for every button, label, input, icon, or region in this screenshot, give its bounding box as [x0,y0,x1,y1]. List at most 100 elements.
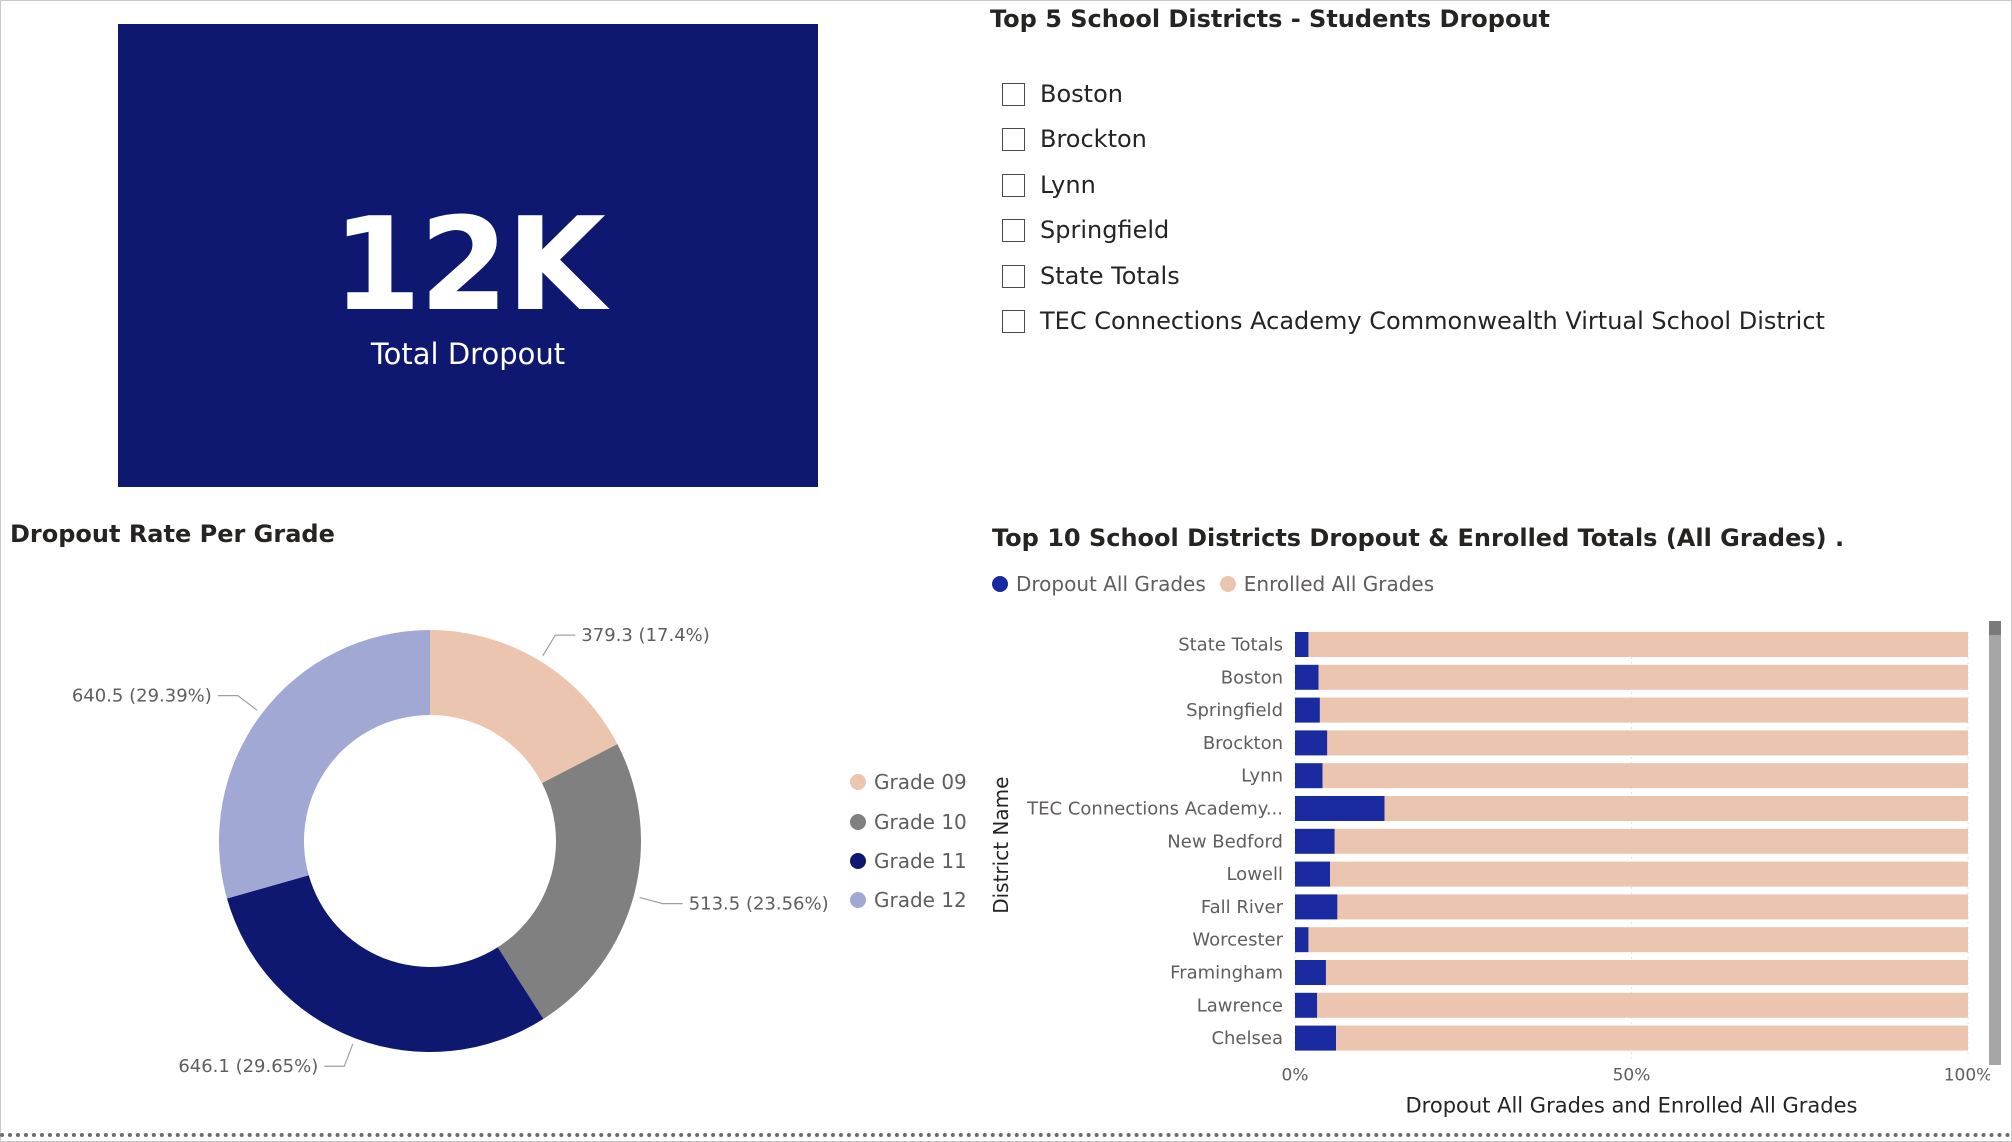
checkbox[interactable] [1002,82,1025,106]
bar-dropout[interactable] [1295,697,1320,723]
leader-line [324,1043,354,1067]
bar-dropout[interactable] [1295,894,1338,920]
bar-chart-title: Top 10 School Districts Dropout & Enroll… [992,524,1845,552]
data-label: 379.3 (17.4%) [581,625,709,646]
legend-item[interactable]: Grade 12 [850,885,967,915]
data-label: 646.1 (29.65%) [178,1056,318,1077]
slicer-item-label: Springfield [1040,216,1170,244]
slicer-item[interactable]: Springfield [1002,214,1169,246]
data-label: 640.5 (29.39%) [72,686,212,707]
bar-enrolled[interactable] [1322,763,1968,789]
slicer-item[interactable]: TEC Connections Academy Commonwealth Vir… [1002,305,1825,337]
leader-line [542,634,576,656]
donut-slice-grade-12[interactable] [218,630,430,899]
legend-dot [850,853,866,869]
y-tick-label: Worcester [1192,930,1283,951]
donut-chart: 379.3 (17.4%) 513.5 (23.56%) 646.1 (29.65%… [72,625,829,1077]
bar-dropout[interactable] [1295,1025,1337,1051]
checkbox[interactable] [1002,127,1025,151]
checkbox[interactable] [1002,264,1025,288]
legend-item-enrolled[interactable]: Enrolled All Grades [1219,572,1435,596]
y-tick-label: Fall River [1201,897,1284,918]
bar-enrolled[interactable] [1337,894,1968,920]
bar-enrolled[interactable] [1336,1025,1968,1051]
slicer-item[interactable]: State Totals [1002,260,1180,292]
x-tick-label: 0% [1282,1065,1309,1085]
checkbox[interactable] [1002,173,1025,197]
bar-dropout[interactable] [1295,730,1328,756]
y-tick-label: Boston [1221,667,1283,688]
page-bottom-border [0,1133,2012,1137]
bar-dropout[interactable] [1295,763,1323,789]
bar-enrolled[interactable] [1317,992,1968,1018]
slicer-title: Top 5 School Districts - Students Dropou… [990,5,1551,33]
y-tick-label: TEC Connections Academy... [1026,799,1283,820]
bar-dropout[interactable] [1295,796,1385,821]
y-tick-label: State Totals [1178,635,1283,656]
legend-dot [992,576,1008,592]
y-tick-label: Springfield [1186,700,1283,721]
bar-legend: Dropout All Grades Enrolled All Grades [992,572,1448,596]
legend-item-dropout[interactable]: Dropout All Grades [992,572,1206,596]
y-tick-label: Lowell [1226,864,1283,885]
scrollbar-thumb[interactable] [1989,621,2001,635]
legend-item[interactable]: Grade 09 [850,767,967,797]
legend-dot [850,814,866,830]
bar-enrolled[interactable] [1327,730,1968,756]
bar-enrolled[interactable] [1384,796,1968,821]
donut-slice-grade-11[interactable] [226,875,544,1052]
leader-line [639,896,683,905]
slicer-item-label: Lynn [1040,171,1096,199]
bar-enrolled[interactable] [1308,632,1968,657]
kpi-label: Total Dropout [370,337,566,371]
bar-dropout[interactable] [1295,927,1309,953]
legend-dot [850,774,866,790]
bar-enrolled[interactable] [1318,664,1968,690]
chart-scrollbar[interactable] [1989,621,2001,1065]
donut-title: Dropout Rate Per Grade [10,520,335,548]
donut-slice-grade-09[interactable] [430,630,618,784]
checkbox[interactable] [1002,309,1025,333]
slicer-item-label: Boston [1040,80,1123,108]
bar-dropout[interactable] [1295,960,1326,985]
bar-enrolled[interactable] [1308,927,1968,953]
legend-label: Grade 12 [874,888,967,912]
legend-label: Dropout All Grades [1016,572,1206,596]
legend-label: Grade 10 [874,810,967,834]
slicer-item[interactable]: Brockton [1002,123,1147,155]
bar-enrolled[interactable] [1329,861,1968,887]
slicer-item[interactable]: Lynn [1002,169,1096,201]
bar-dropout[interactable] [1295,664,1319,690]
legend-item[interactable]: Grade 11 [850,846,967,876]
bar-dropout[interactable] [1295,632,1309,657]
y-axis-title: District Name [990,777,1013,914]
leader-line [217,695,258,711]
donut-slice-grade-10[interactable] [497,744,642,1019]
legend-dot [850,892,866,908]
y-tick-label: Framingham [1170,963,1283,984]
bar-enrolled[interactable] [1319,697,1968,723]
bar-dropout[interactable] [1295,861,1330,887]
legend-item[interactable]: Grade 10 [850,807,967,837]
y-tick-label: New Bedford [1167,831,1283,852]
x-tick-label: 50% [1613,1065,1651,1085]
checkbox[interactable] [1002,218,1025,242]
y-tick-label: Lynn [1241,766,1283,787]
total-dropout-card[interactable]: 12K Total Dropout [118,24,818,487]
bar-enrolled[interactable] [1334,828,1968,854]
x-tick-label: 100% [1944,1065,1990,1085]
bar-dropout[interactable] [1295,828,1335,854]
legend-label: Grade 11 [874,849,967,873]
data-label: 513.5 (23.56%) [689,894,829,915]
y-tick-label: Lawrence [1197,995,1283,1016]
bar-enrolled[interactable] [1325,960,1968,985]
legend-label: Enrolled All Grades [1243,572,1435,596]
slicer-item[interactable]: Boston [1002,78,1123,110]
bar-dropout[interactable] [1295,992,1318,1018]
kpi-value: 12K [332,191,605,340]
slicer-item-label: TEC Connections Academy Commonwealth Vir… [1040,307,1825,335]
legend-label: Grade 09 [874,770,967,794]
slicer-item-label: Brockton [1040,125,1147,153]
bar-chart: State Totals Boston Springfield Brockton Lyn… [990,632,1990,1117]
y-tick-label: Chelsea [1211,1028,1283,1049]
